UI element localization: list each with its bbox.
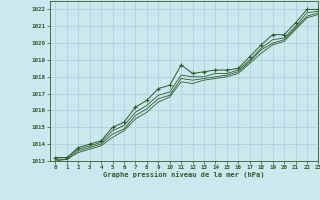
X-axis label: Graphe pression niveau de la mer (hPa): Graphe pression niveau de la mer (hPa) <box>103 172 265 178</box>
